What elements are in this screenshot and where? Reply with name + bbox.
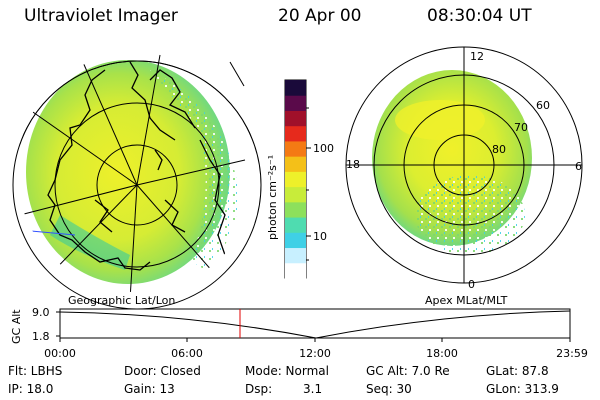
colorbar-tick-10: 10 [313,230,327,243]
mlt-6-label: 6 [575,160,582,173]
instrument-title: Ultraviolet Imager [24,6,178,26]
apex-caption: Apex MLat/MLT [425,294,508,307]
mlat-70-label: 70 [514,121,528,134]
colorbar-tick-100: 100 [313,142,334,155]
time-tick-0: 00:00 [44,347,76,360]
alt-y-top: 9.0 [32,306,50,319]
colorbar-cell [285,247,306,264]
mlt-0-label: 0 [468,278,475,291]
geographic-map [12,54,262,310]
time-tick-4: 23:59 [556,347,588,360]
colorbar: 100 10 photon cm⁻²s⁻¹ [266,79,334,279]
mode-info: Mode: Normal [245,364,329,378]
filter-info: Flt: LBHS [8,364,63,378]
glon-info: GLon: 313.9 [486,382,559,396]
mlt-12-label: 12 [470,50,484,63]
observation-date: 20 Apr 00 [278,6,362,26]
gain-info: Gain: 13 [124,382,175,396]
mlat-60-label: 60 [536,99,550,112]
glat-info: GLat: 87.8 [486,364,549,378]
colorbar-cell [285,232,306,249]
door-info: Door: Closed [124,364,201,378]
colorbar-cell [285,156,306,172]
ip-info: IP: 18.0 [8,382,54,396]
dsp-label: Dsp: [245,382,273,396]
colorbar-cell [285,186,306,203]
gc-alt-info: GC Alt: 7.0 Re [366,364,450,378]
colorbar-cell [285,95,306,111]
colorbar-cell [285,171,306,188]
time-tick-2: 12:00 [299,347,331,360]
colorbar-cell [285,125,306,142]
colorbar-cell [285,262,306,279]
colorbar-cell [285,217,306,233]
geo-caption: Geographic Lat/Lon [68,294,175,307]
colorbar-cell [285,110,306,127]
mlt-18-label: 18 [346,158,360,171]
colorbar-unit-label: photon cm⁻²s⁻¹ [266,155,279,240]
mlat-80-label: 80 [492,143,506,156]
colorbar-cell [285,201,306,218]
altitude-trace [59,310,571,339]
seq-info: Seq: 30 [366,382,412,396]
alt-axis-label: GC Alt [10,309,23,344]
time-tick-1: 06:00 [171,347,203,360]
alt-y-bottom: 1.8 [32,330,50,343]
colorbar-cell [285,80,306,96]
dsp-value: 3.1 [303,382,323,396]
time-tick-3: 18:00 [426,347,458,360]
colorbar-cell [285,140,306,157]
polar-map: 12 6 18 0 60 70 80 [345,46,583,291]
observation-time: 08:30:04 UT [427,6,532,26]
altitude-plot: 9.0 1.8 GC Alt 00:00 06:00 12:00 18:00 2… [10,306,588,360]
